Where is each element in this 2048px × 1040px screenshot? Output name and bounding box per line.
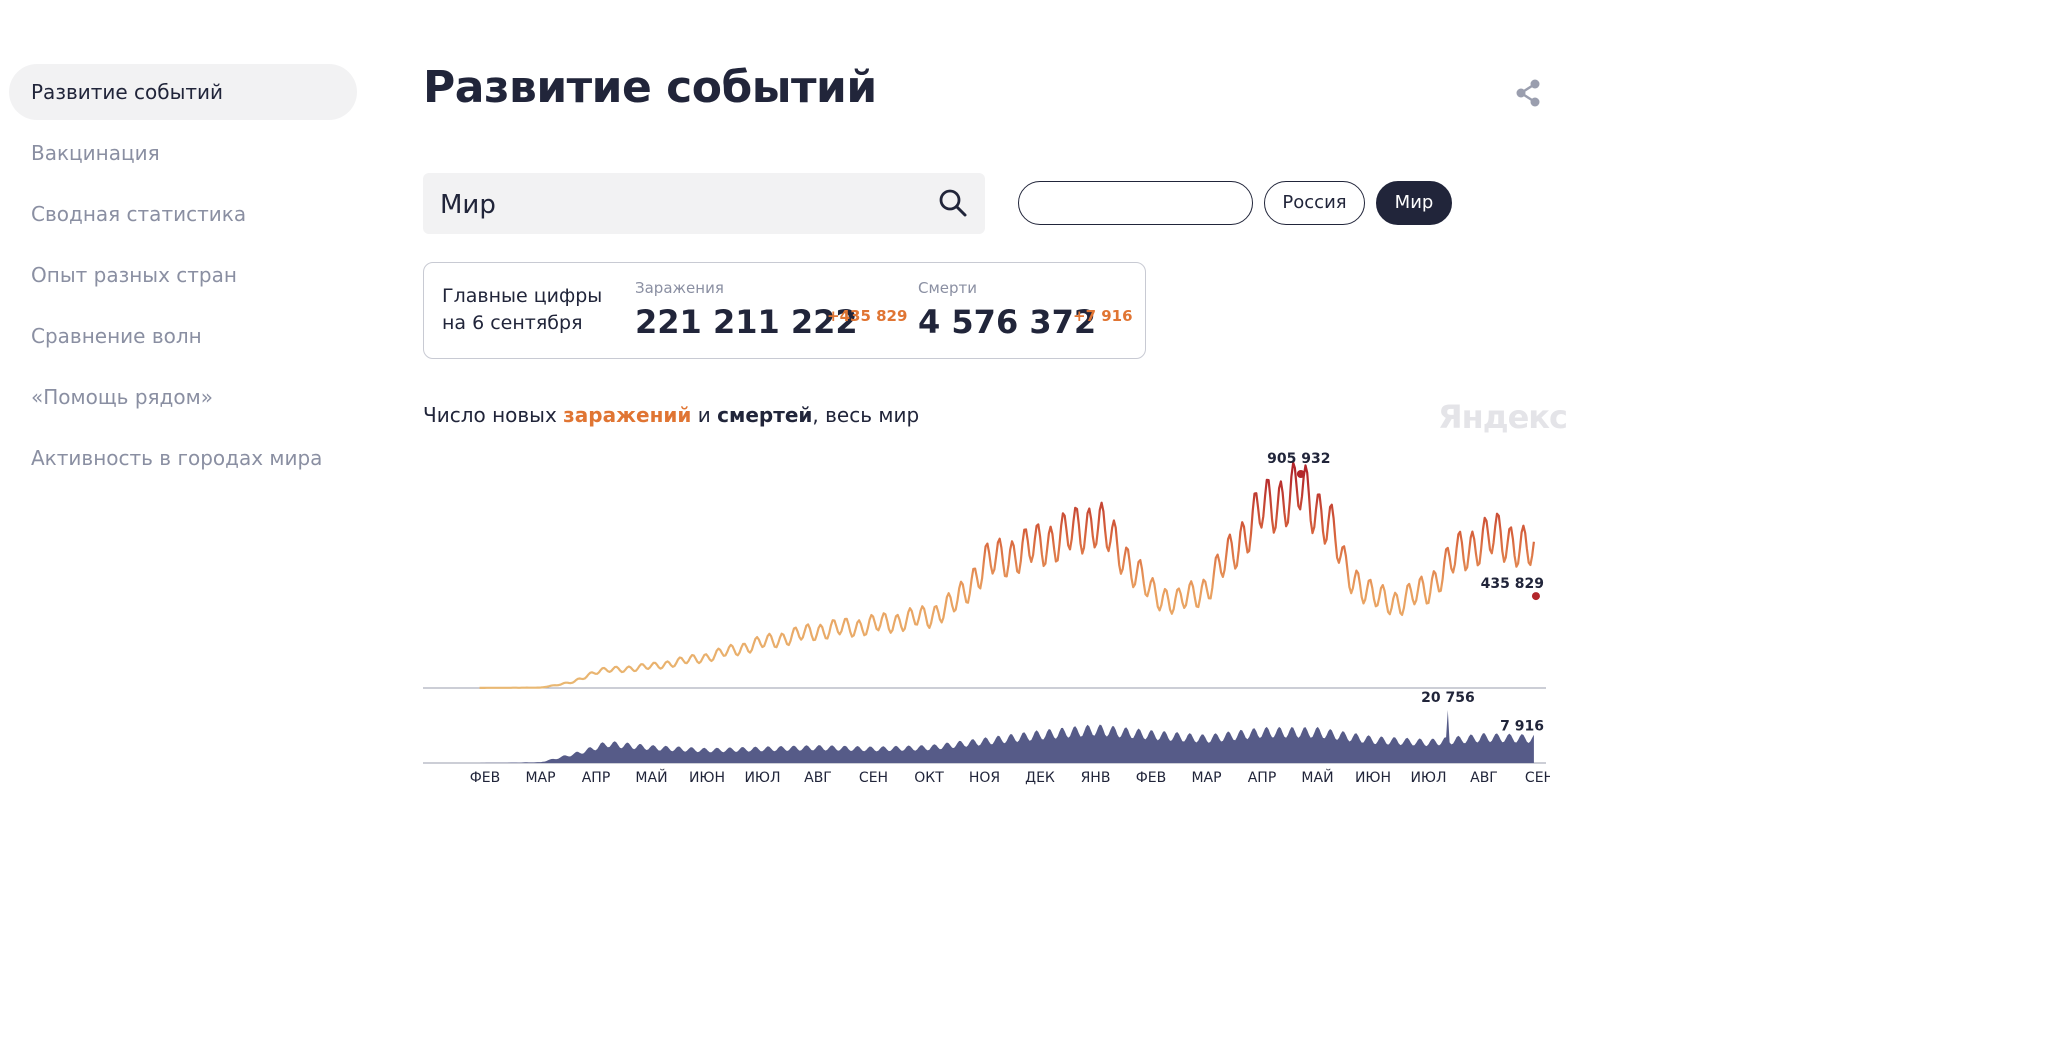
x-tick-label: ФЕВ — [1136, 770, 1167, 786]
chart-title-infections: заражений — [563, 403, 692, 427]
x-tick-label: АВГ — [1470, 770, 1498, 786]
sidebar-item-summary-stats[interactable]: Сводная статистика — [31, 202, 247, 226]
deaths-last-label: 7 916 — [1500, 719, 1544, 735]
sidebar-item-help-nearby[interactable]: «Помощь рядом» — [31, 385, 213, 409]
x-tick-label: ИЮН — [1355, 770, 1391, 786]
sidebar: Развитие событий Вакцинация Сводная стат… — [9, 64, 357, 491]
x-tick-label: МАР — [1191, 770, 1221, 786]
x-tick-label: ИЮН — [689, 770, 725, 786]
chart-title: Число новых заражений и смертей, весь ми… — [423, 403, 919, 427]
search-box — [423, 173, 985, 236]
x-tick-label: МАЙ — [635, 768, 667, 786]
infections-max-label: 905 932 — [1267, 451, 1330, 467]
infections-max-marker — [1296, 470, 1305, 478]
sidebar-item-city-activity[interactable]: Активность в городах мира — [31, 446, 323, 470]
stats-card: Главные цифры на 6 сентября Заражения 22… — [423, 262, 1146, 359]
deaths-delta: +7 916 — [1073, 307, 1133, 325]
x-tick-label: ИЮЛ — [744, 770, 780, 786]
page-title: Развитие событий — [423, 62, 877, 113]
sidebar-item-vaccination[interactable]: Вакцинация — [31, 141, 160, 165]
x-tick-label: АПР — [1248, 770, 1277, 786]
deaths-series-area — [479, 710, 1534, 763]
deaths-max-label: 20 756 — [1421, 690, 1475, 706]
x-tick-label: АПР — [582, 770, 611, 786]
x-tick-label: МАЙ — [1301, 768, 1333, 786]
stats-lead-line1: Главные цифры — [442, 285, 603, 307]
stats-lead: Главные цифры на 6 сентября — [442, 283, 602, 337]
search-input[interactable] — [423, 173, 932, 236]
stats-lead-line2: на 6 сентября — [442, 312, 583, 334]
search-icon[interactable] — [937, 187, 969, 219]
yandex-logo: Яндекс — [1438, 398, 1568, 436]
infections-delta: +435 829 — [827, 307, 908, 325]
world-button[interactable]: Мир — [1376, 181, 1452, 225]
infections-last-label: 435 829 — [1481, 576, 1544, 592]
share-icon[interactable] — [1513, 78, 1543, 108]
deaths-label: Смерти — [918, 279, 978, 297]
cases-chart: 905 932 435 829 20 756 7 916 ФЕВ МАР АПР МАЙ ИЮН… — [423, 451, 1550, 786]
x-tick-label: ИЮЛ — [1410, 770, 1446, 786]
x-tick-label: ФЕВ — [470, 770, 501, 786]
chart-title-prefix: Число новых — [423, 403, 564, 427]
x-tick-label: ОКТ — [914, 770, 944, 786]
sidebar-item-countries-experience[interactable]: Опыт разных стран — [31, 263, 237, 287]
region-empty-pill[interactable] — [1018, 181, 1253, 225]
infections-label: Заражения — [635, 279, 724, 297]
x-tick-label: ДЕК — [1025, 770, 1055, 786]
x-tick-label: МАР — [525, 770, 555, 786]
x-tick-label: ЯНВ — [1081, 770, 1111, 786]
chart-title-deaths: смертей — [717, 403, 813, 427]
x-tick-label: АВГ — [804, 770, 832, 786]
sidebar-item-waves-comparison[interactable]: Сравнение волн — [31, 324, 202, 348]
chart-title-and: и — [691, 403, 718, 427]
chart-title-suffix: , весь мир — [812, 403, 920, 427]
x-tick-label: СЕН — [1525, 770, 1550, 786]
deaths-value: 4 576 372 — [918, 303, 1097, 341]
russia-button[interactable]: Россия — [1264, 181, 1365, 225]
x-tick-label: СЕН — [859, 770, 888, 786]
infections-value: 221 211 222 — [635, 303, 858, 341]
infections-last-marker — [1531, 592, 1540, 601]
x-tick-label: НОЯ — [969, 770, 1000, 786]
infections-series-line — [479, 461, 1535, 689]
sidebar-item-events[interactable]: Развитие событий — [9, 64, 357, 120]
